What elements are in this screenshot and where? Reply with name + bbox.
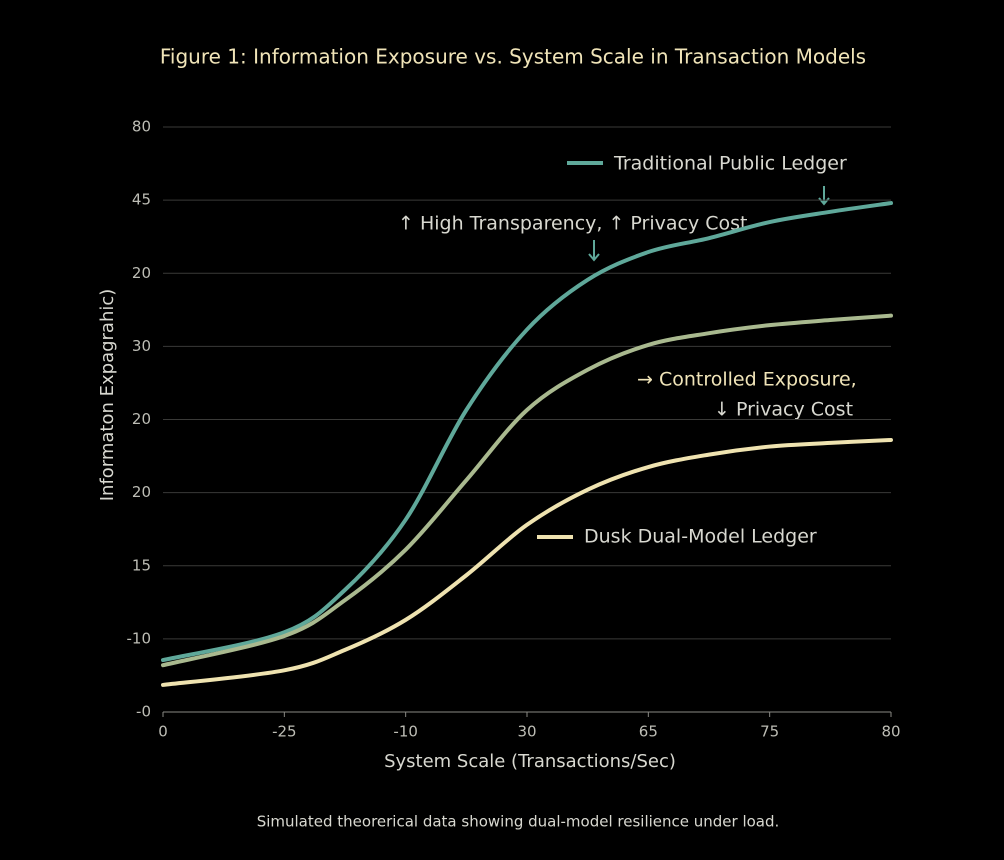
chart-title: Figure 1: Information Exposure vs. Syste… [160, 45, 866, 69]
x-tick-label: -10 [393, 723, 418, 741]
caption: Simulated theorerical data showing dual-… [257, 813, 780, 831]
x-tick-label: 75 [760, 723, 779, 741]
x-tick-label: 0 [158, 723, 168, 741]
series-line [161, 201, 893, 663]
x-tick-label: 30 [517, 723, 536, 741]
y-tick-label: 45 [132, 191, 151, 209]
y-tick-label: 20 [132, 410, 151, 428]
x-axis-label: System Scale (Transactions/Sec) [384, 751, 676, 772]
x-tick-label: 80 [881, 723, 900, 741]
annotation: → Controlled Exposure, [637, 369, 857, 391]
y-tick-label: 80 [132, 118, 151, 136]
y-axis-label: Informaton Expagrahic) [97, 289, 118, 502]
y-tick-label: 20 [132, 264, 151, 282]
annotation: ↑ High Transparency, ↑ Privacy Cost [398, 213, 748, 235]
annotation: ↓ Privacy Cost [714, 399, 853, 421]
y-tick-label: -10 [127, 629, 152, 647]
legend-label: Traditional Public Ledger [613, 153, 847, 175]
series-line [161, 437, 893, 687]
x-tick-label: 65 [639, 723, 658, 741]
legend-label: Dusk Dual-Model Ledger [584, 526, 817, 548]
y-tick-label: 30 [132, 337, 151, 355]
y-tick-label: 15 [132, 556, 151, 574]
x-tick-label: -25 [272, 723, 297, 741]
series-line [161, 313, 893, 668]
y-tick-label: 20 [132, 483, 151, 501]
y-tick-label: -0 [136, 703, 151, 721]
